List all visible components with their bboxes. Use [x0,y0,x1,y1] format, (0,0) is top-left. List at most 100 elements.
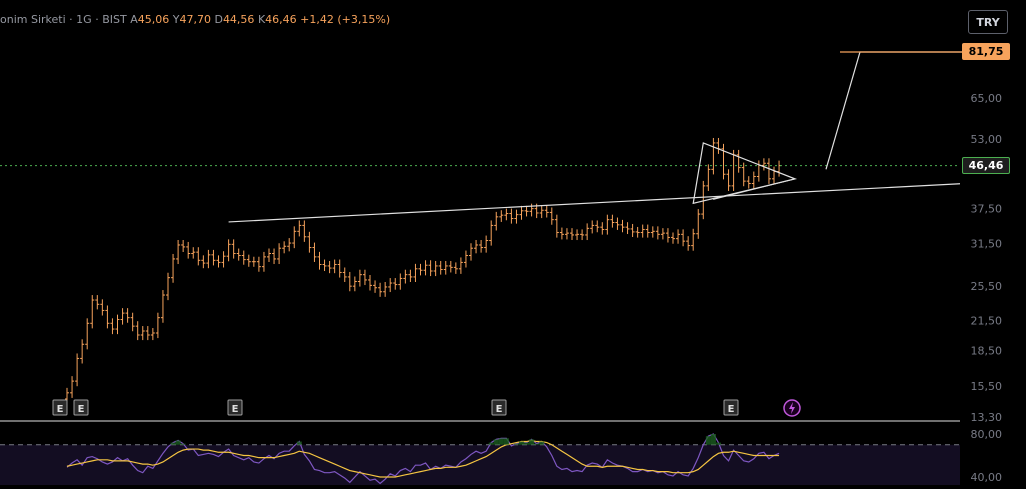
candle [696,209,701,239]
candle [282,241,287,254]
candle [428,260,433,277]
candle [630,223,635,238]
candle [660,228,665,240]
candle [347,271,352,292]
candle [140,326,145,341]
candle [408,269,413,283]
rsi-overbought-fill [493,439,499,445]
rsi-overbought-fill [513,443,519,445]
candle [191,247,196,259]
candle [171,253,176,283]
candle [600,222,605,235]
price-axis-label: 15,50 [971,380,1003,393]
candle [746,176,751,189]
candle [332,259,337,274]
price-axis-label: 18,50 [971,345,1003,358]
candle [196,247,201,266]
symbol-name[interactable]: onim Sirketi [0,13,66,26]
earnings-e-icon[interactable]: E [73,399,89,416]
candle [554,214,559,238]
candle [681,229,686,247]
candle [418,263,423,276]
candle [297,220,302,237]
candle [479,240,484,253]
earnings-e-icon[interactable]: E [52,399,68,416]
candle [494,211,499,231]
rsi-pane: 80,00 40,00 [0,428,1002,489]
candle [706,164,711,191]
candle [145,326,150,341]
candle [383,281,388,297]
candle [236,248,241,261]
candle [186,241,191,259]
low-value: 44,56 [222,13,255,26]
candle [85,318,90,350]
candle [272,248,277,265]
candle [287,238,292,252]
candle [352,276,357,292]
candle [256,256,261,272]
earnings-box[interactable] [73,399,89,416]
candle [211,249,216,266]
candle [721,143,726,180]
earnings-e-icon[interactable]: E [227,399,243,416]
close-value: 46,46 [265,13,297,26]
candle [499,210,504,222]
candle [327,260,332,274]
candle [570,228,574,241]
candle [160,290,165,323]
candle [564,228,569,240]
candle [181,240,186,252]
pennant-inner-line[interactable] [713,178,796,200]
candle [686,236,691,251]
earnings-box[interactable] [227,399,243,416]
candle [620,219,625,233]
candle [701,180,706,220]
candle [261,251,266,272]
candle [458,257,463,274]
lightning-icon[interactable] [783,399,801,417]
currency-button[interactable]: TRY [968,10,1008,34]
candle [635,226,640,238]
interval-label[interactable]: 1G [76,13,92,26]
rsi-overbought-fill [175,440,181,445]
candle [378,282,383,297]
candle [80,339,85,364]
rsi-overbought-fill [519,441,525,445]
candle [433,260,438,277]
candle [605,214,610,235]
rsi-ma-line [66,439,780,478]
earnings-e-icon[interactable]: E [723,399,739,416]
candle [640,224,645,238]
earnings-box[interactable] [723,399,739,416]
candle [544,205,549,218]
high-value: 47,70 [179,13,211,26]
candle [302,220,307,242]
earnings-box[interactable] [52,399,68,416]
price-axis[interactable]: 65,00 53,00 37,50 31,50 25,50 21,50 18,50 15,50… [0,92,1002,424]
candle [231,239,236,259]
candle [312,242,317,262]
candle [751,171,756,189]
earnings-label: E [57,404,64,415]
candle [524,205,529,217]
candle [226,239,231,262]
earnings-e-icon[interactable]: E [491,399,507,416]
earnings-box[interactable] [491,399,507,416]
candle [665,228,670,243]
support-trendline[interactable] [228,183,961,223]
candle [559,227,564,240]
candle [741,162,746,187]
candle [539,205,544,219]
candle [403,269,408,284]
earnings-label: E [78,404,85,415]
drawings[interactable] [0,51,962,223]
earnings-label: E [232,404,239,415]
candle [443,260,448,275]
candle [625,222,630,235]
candle [337,259,342,278]
candle [645,224,650,238]
